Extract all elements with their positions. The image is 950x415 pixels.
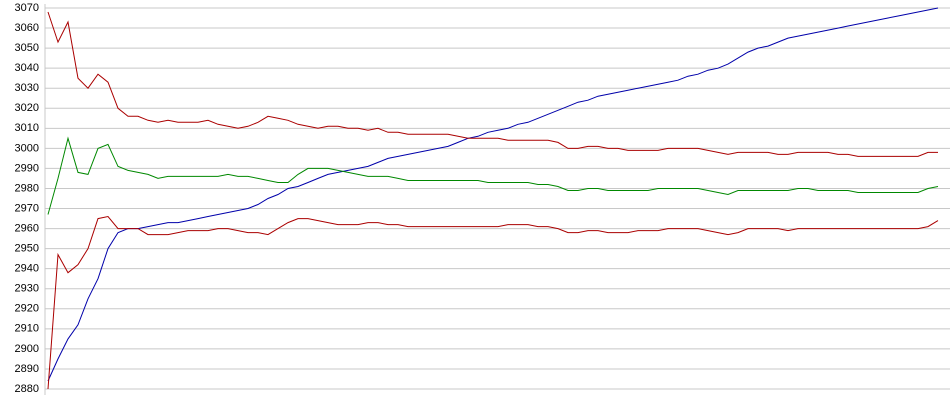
y-tick-label: 3010 [15, 122, 39, 134]
y-tick-label: 2900 [15, 343, 39, 355]
y-tick-label: 2920 [15, 303, 39, 315]
y-tick-label: 3060 [15, 22, 39, 34]
y-tick-label: 2880 [15, 383, 39, 395]
y-tick-label: 3050 [15, 42, 39, 54]
y-tick-label: 2960 [15, 222, 39, 234]
y-tick-label: 3070 [15, 2, 39, 14]
line-series [47, 136, 939, 215]
y-tick-label: 2950 [15, 243, 39, 255]
y-tick-label: 2930 [15, 283, 39, 295]
y-tick-label: 2980 [15, 182, 39, 194]
y-tick-label: 3000 [15, 142, 39, 154]
y-tick-label: 2910 [15, 323, 39, 335]
y-tick-label: 3020 [15, 102, 39, 114]
y-tick-label: 2990 [15, 162, 39, 174]
y-tick-label: 2970 [15, 202, 39, 214]
y-tick-label: 2940 [15, 263, 39, 275]
line-series [47, 7, 939, 382]
y-tick-label: 2890 [15, 363, 39, 375]
line-series [47, 11, 938, 157]
y-tick-label: 3030 [15, 82, 39, 94]
y-tick-label: 3040 [15, 62, 39, 74]
line-series [47, 215, 939, 390]
